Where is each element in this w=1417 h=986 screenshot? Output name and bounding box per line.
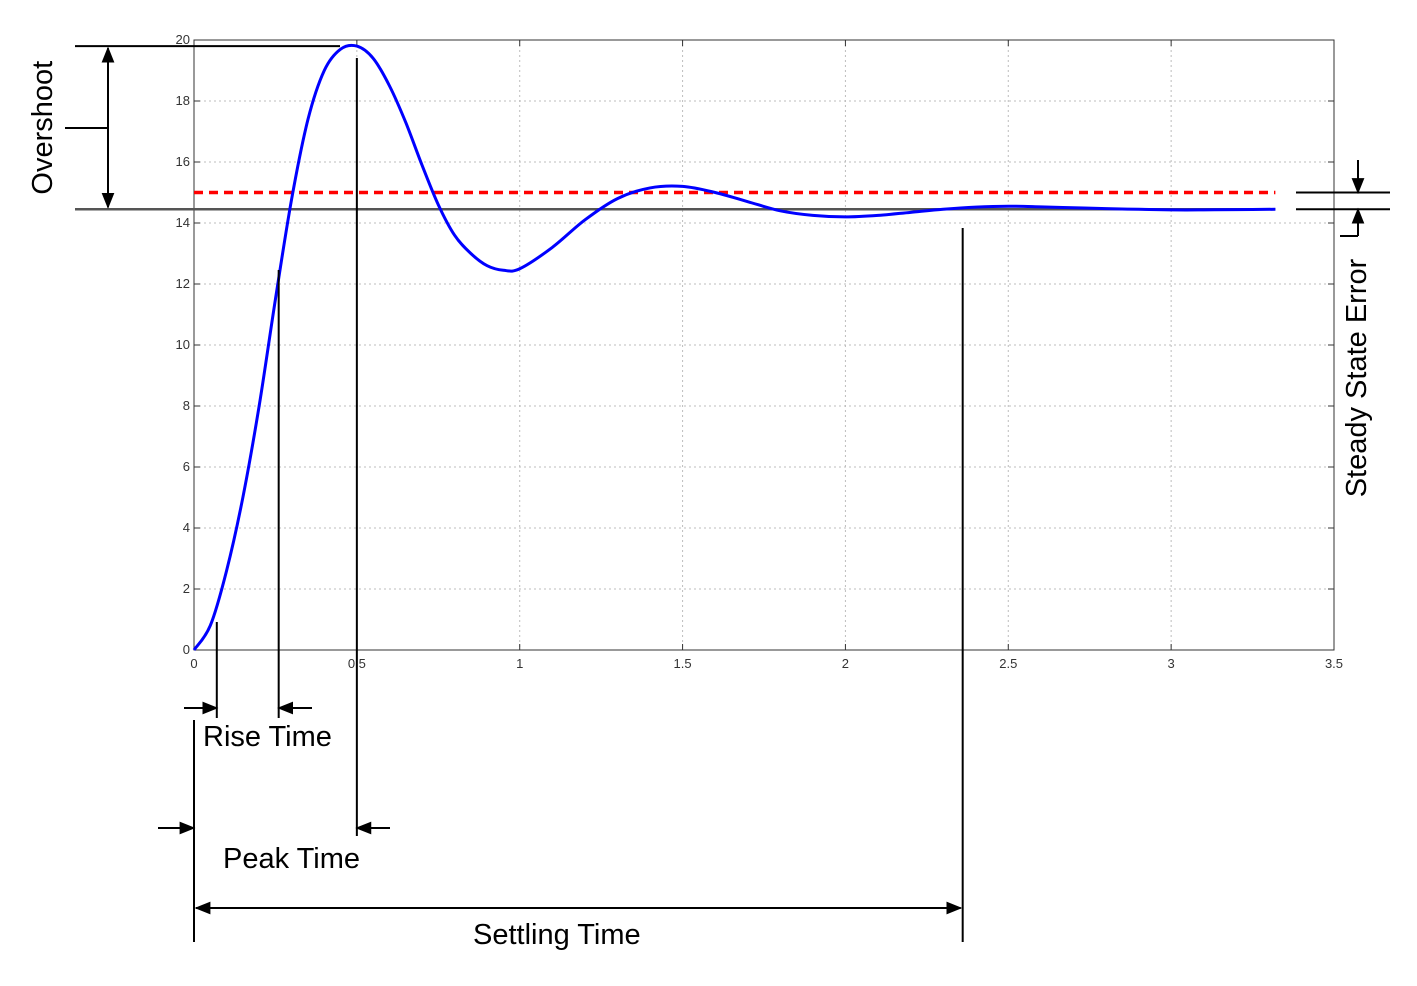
x-tick-label: 2 bbox=[842, 656, 849, 671]
x-tick-label: 0 bbox=[190, 656, 197, 671]
x-tick-label: 3 bbox=[1168, 656, 1175, 671]
x-tick-label: 1 bbox=[516, 656, 523, 671]
axes bbox=[193, 39, 1335, 651]
y-tick-label: 0 bbox=[183, 642, 190, 657]
y-tick-label: 20 bbox=[176, 32, 190, 47]
peak-time-label: Peak Time bbox=[223, 843, 360, 875]
rise-time-label: Rise Time bbox=[203, 721, 332, 753]
y-tick-label: 10 bbox=[176, 337, 190, 352]
y-tick-label: 12 bbox=[176, 276, 190, 291]
y-tick-label: 2 bbox=[183, 581, 190, 596]
y-tick-label: 14 bbox=[176, 215, 190, 230]
x-tick-label: 3.5 bbox=[1325, 656, 1343, 671]
y-tick-label: 6 bbox=[183, 459, 190, 474]
overshoot-label: Overshoot bbox=[27, 61, 59, 195]
annotations: Overshoot Rise Time Peak Time Settling T… bbox=[27, 45, 1390, 951]
y-tick-label: 8 bbox=[183, 398, 190, 413]
series bbox=[75, 43, 1276, 651]
y-tick-label: 16 bbox=[176, 154, 190, 169]
settling-time-label: Settling Time bbox=[473, 919, 641, 951]
x-tick-label: 1.5 bbox=[674, 656, 692, 671]
y-tick-label: 18 bbox=[176, 93, 190, 108]
y-tick-label: 4 bbox=[183, 520, 190, 535]
x-tick-label: 2.5 bbox=[999, 656, 1017, 671]
grid bbox=[194, 40, 1334, 650]
response-line bbox=[192, 43, 1276, 651]
steady-state-error-label: Steady State Error bbox=[1341, 258, 1373, 497]
